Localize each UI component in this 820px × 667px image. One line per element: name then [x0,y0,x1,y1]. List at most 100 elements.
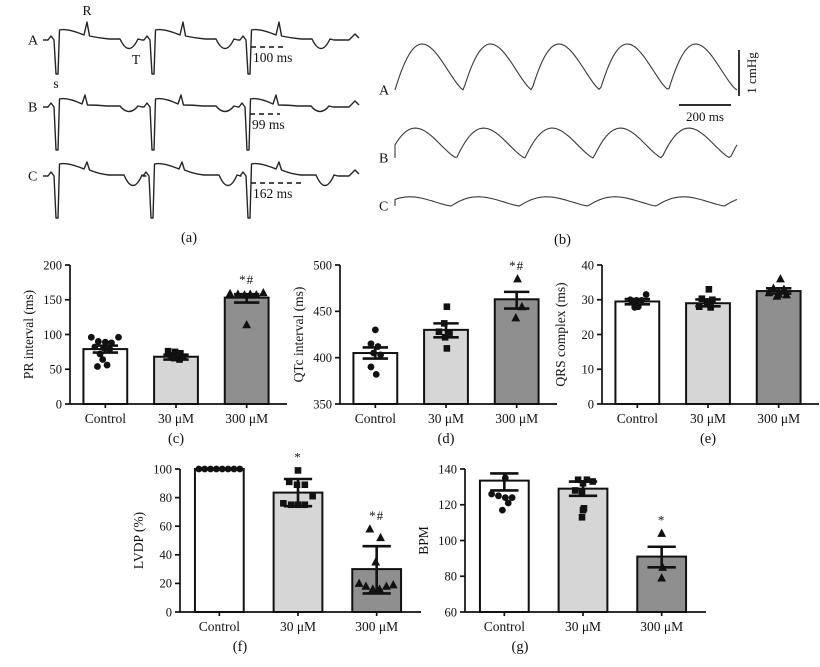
point-circle [103,361,111,369]
chart-qtc-interval: 350 400 450 500 QTc interval (ms) Control 30 μ… [290,252,558,448]
point-circle [236,465,244,473]
point-square [703,299,711,307]
panel-caption-d: (d) [437,431,455,447]
y-tick-label: 0 [588,397,594,411]
point-square [171,348,179,356]
point-square [443,345,451,352]
y-tick-label: 100 [43,328,62,342]
y-tick-labels: 0 20 40 60 80 100 [153,462,172,619]
point-square [707,304,714,311]
point-triangle [772,291,782,300]
data-points [695,286,716,311]
x-category-label: 300 μM [757,411,800,426]
point-circle [106,345,114,353]
panel-caption-a: (a) [180,230,198,246]
data-points [225,288,268,329]
point-triangle [511,313,521,322]
x-category-label: Control [355,411,397,426]
point-circle [91,343,99,351]
ecg-trace-A [43,21,360,75]
x-category-label: 30 μM [565,619,601,634]
significance-label: *# [509,258,524,273]
x-category-label: Control [85,411,127,426]
point-square [293,481,301,489]
t-wave-label: T [132,52,141,67]
y-axis-title: PR interval (ms) [21,290,36,379]
bar [478,479,530,614]
point-square [301,501,309,509]
point-circle [508,494,516,501]
point-circle [224,465,232,473]
significance-label: *# [369,508,384,523]
point-circle [218,465,226,473]
point-triangle [513,274,522,283]
y-tick-label: 60 [445,605,458,619]
point-circle [374,343,382,350]
y-tick-label: 30 [582,293,595,307]
point-triangle [769,283,778,292]
significance-label: * [294,449,302,464]
point-triangle [779,284,789,293]
x-category-label: 30 μM [280,619,316,634]
data-points [354,524,398,593]
point-square [285,478,293,486]
point-square [294,467,302,474]
point-circle [115,333,122,341]
point-square [309,492,316,500]
vertical-scale-label: 1 cmHg [744,52,759,94]
pressure-trace-B [394,127,738,159]
y-axis-title: LVDP (%) [131,512,146,569]
point-triangle [382,581,391,590]
bpm-svg: 60 80 100 120 140 BPM Control 30 μM * 300 μM [416,462,706,634]
interval-label: 99 ms [252,117,285,132]
panel-caption-e: (e) [699,431,717,447]
point-triangle [371,557,381,566]
point-circle [642,291,650,298]
point-circle [638,297,646,304]
point-square [578,488,586,496]
point-square [589,478,597,485]
ecg-trace-B [43,94,360,151]
point-circle [100,344,107,352]
point-circle [372,370,380,378]
ecg-traces-svg: A Rs T 100 ms B 99 ms C 162 ms [28,3,360,219]
point-circle [207,465,214,473]
data-points [367,326,384,378]
y-tick-label: 10 [582,363,595,377]
y-tick-labels: 350 400 450 500 [313,258,332,411]
point-triangle [233,289,243,298]
point-circle [377,351,384,359]
y-axis-title: BPM [416,526,431,555]
data-points [511,274,527,322]
pressure-trace-A [394,43,738,91]
bar [223,296,270,405]
point-triangle [657,573,667,582]
significance-label: *# [239,272,254,287]
data-points [435,303,453,352]
bar [423,328,469,405]
y-tick-labels: 0 10 20 30 40 [582,258,595,411]
point-circle [495,492,502,500]
data-points [626,291,650,311]
horizontal-scale-label: 200 ms [686,109,724,124]
chart-pr-interval: 0 50 100 150 200 PR interval (ms) Control 30 μM… [20,252,288,448]
s-wave-label: s [53,76,58,91]
point-square [280,500,287,507]
y-tick-label: 50 [50,363,63,377]
x-category-label: 300 μM [495,411,538,426]
pressure-traces-svg: A B C 1 cmHg 200 ms [379,43,759,215]
point-square [705,286,713,293]
point-square [579,506,587,514]
x-category-label: Control [484,619,526,634]
y-tick-label: 120 [438,498,457,512]
point-triangle [251,290,261,299]
trace-label-A: A [379,84,390,99]
y-tick-label: 20 [160,577,173,591]
y-tick-label: 20 [582,328,595,342]
bar [153,355,199,405]
y-tick-labels: 60 80 100 120 140 [438,462,457,619]
data-points [164,347,187,363]
interval-label: 162 ms [253,186,292,201]
data-points [764,274,791,300]
